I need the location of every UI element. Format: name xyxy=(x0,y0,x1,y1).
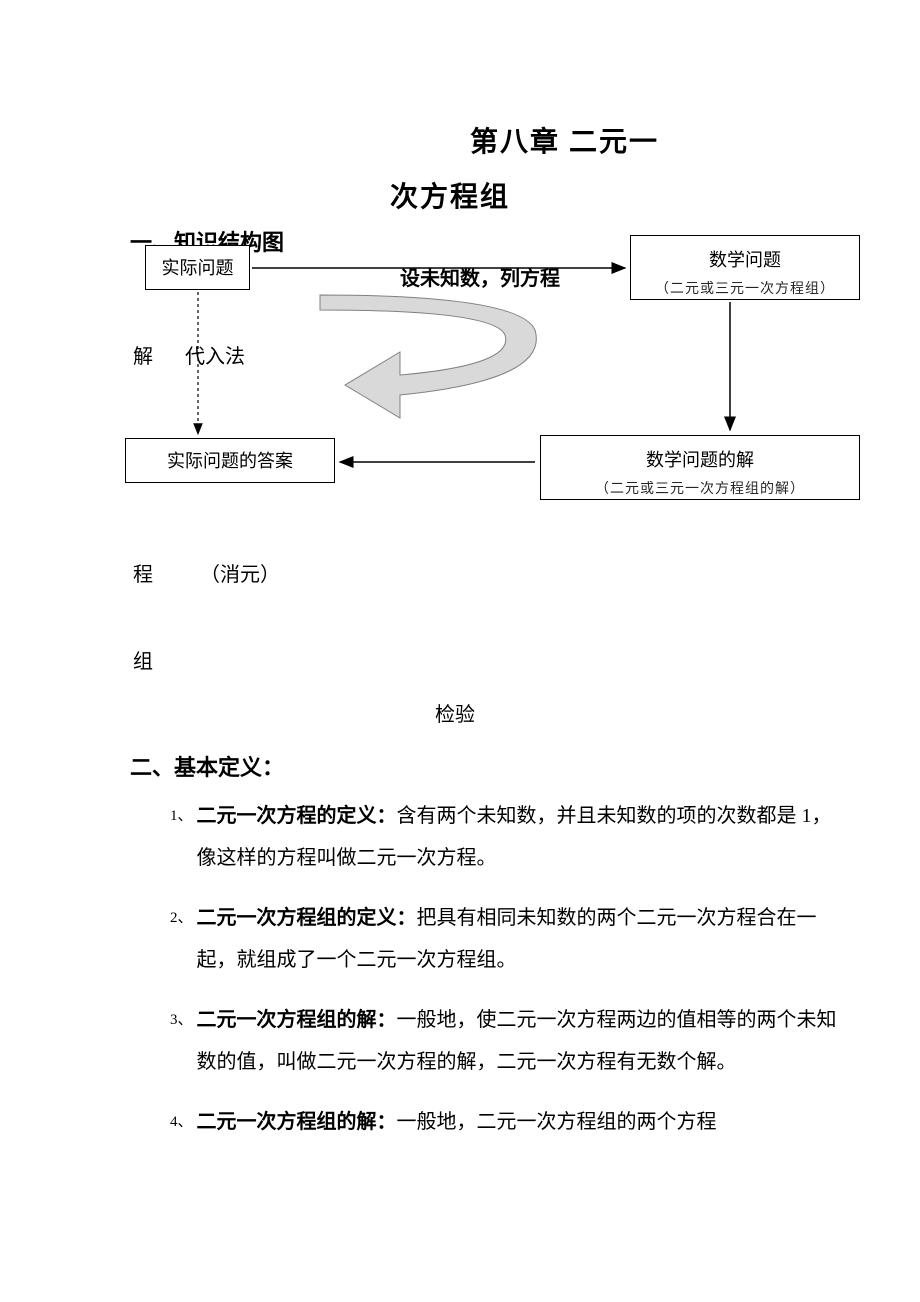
side-label-xiaoyuan: （消元） xyxy=(200,558,280,587)
side-label-solve: 解 xyxy=(133,340,153,369)
definition-num: 2、 xyxy=(170,903,193,935)
definition-term: 二元一次方程组的解： xyxy=(197,1111,397,1133)
definition-num: 3、 xyxy=(170,1005,193,1037)
side-label-method: 代入法 xyxy=(185,340,245,369)
check-label: 检验 xyxy=(435,698,475,727)
flow-node-a-label: 实际问题 xyxy=(162,254,234,280)
flow-node-c: 实际问题的答案 xyxy=(125,438,335,483)
definition-item: 4、 二元一次方程组的解：一般地，二元一次方程组的两个方程 xyxy=(170,1101,850,1143)
flow-node-d: 数学问题的解 （二元或三元一次方程组的解） xyxy=(540,435,860,500)
flow-node-b-label: 数学问题 xyxy=(709,246,781,272)
flow-node-b-sub: （二元或三元一次方程组） xyxy=(655,278,835,298)
side-label-zu: 组 xyxy=(133,645,153,674)
flow-node-c-label: 实际问题的答案 xyxy=(167,447,293,473)
flowchart-arrows xyxy=(0,0,920,600)
flow-node-a: 实际问题 xyxy=(145,245,250,290)
flow-node-d-sub: （二元或三元一次方程组的解） xyxy=(595,478,805,498)
definitions-list: 1、 二元一次方程的定义：含有两个未知数，并且未知数的项的次数都是 1，像这样的… xyxy=(170,795,850,1161)
definition-num: 1、 xyxy=(170,801,193,833)
definition-text: 一般地，二元一次方程组的两个方程 xyxy=(397,1111,717,1133)
definition-item: 2、 二元一次方程组的定义：把具有相同未知数的两个二元一次方程合在一起，就组成了… xyxy=(170,897,850,981)
definition-term: 二元一次方程组的解： xyxy=(197,1009,397,1031)
definition-num: 4、 xyxy=(170,1107,193,1139)
chapter-title-line1: 第八章 二元一 xyxy=(470,120,659,160)
definition-term: 二元一次方程的定义： xyxy=(197,805,397,827)
section-2-heading: 二、基本定义： xyxy=(130,750,284,782)
definition-item: 1、 二元一次方程的定义：含有两个未知数，并且未知数的项的次数都是 1，像这样的… xyxy=(170,795,850,879)
side-label-fang: 程 xyxy=(133,558,153,587)
definition-item: 3、 二元一次方程组的解：一般地，使二元一次方程两边的值相等的两个未知数的值，叫… xyxy=(170,999,850,1083)
flow-node-b: 数学问题 （二元或三元一次方程组） xyxy=(630,235,860,300)
edge-label-ab: 设未知数，列方程 xyxy=(400,262,560,291)
definition-term: 二元一次方程组的定义： xyxy=(197,907,417,929)
flow-node-d-label: 数学问题的解 xyxy=(646,446,754,472)
chapter-title-line2: 次方程组 xyxy=(390,175,510,215)
